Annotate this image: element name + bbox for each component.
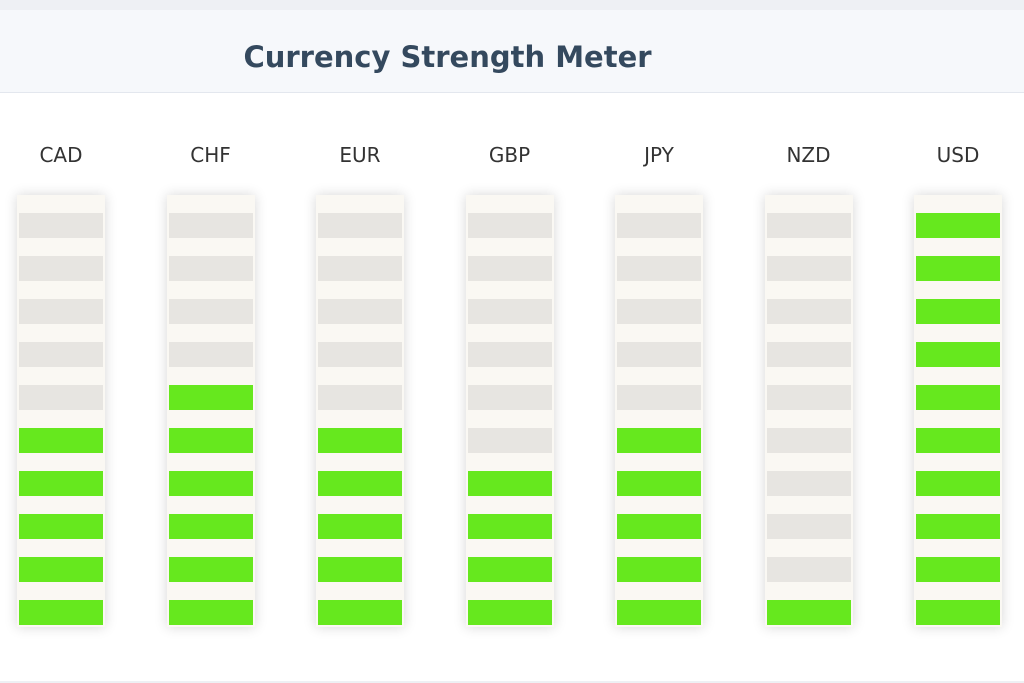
strength-segment-on — [19, 600, 103, 625]
strength-segment-off — [617, 256, 701, 281]
strength-segment-on — [318, 600, 402, 625]
strength-segment-off — [766, 299, 851, 324]
strength-segment-off — [467, 428, 552, 453]
strength-segment-off — [617, 342, 701, 367]
strength-bar — [17, 195, 105, 627]
strength-segment-off — [766, 471, 851, 496]
bottom-divider — [0, 681, 1024, 683]
strength-segment-on — [617, 514, 701, 539]
strength-segment-off — [766, 213, 851, 238]
strength-segment-off — [19, 213, 103, 238]
strength-segment-on — [467, 557, 552, 582]
strength-segment-on — [916, 299, 1000, 324]
strength-segment-on — [617, 557, 701, 582]
strength-segment-on — [766, 600, 851, 625]
strength-segment-on — [168, 471, 253, 496]
meter-column-nzd: NZD — [749, 93, 869, 681]
strength-segment-on — [467, 600, 552, 625]
strength-segment-on — [916, 256, 1000, 281]
strength-segment-on — [19, 428, 103, 453]
top-strip — [0, 0, 1024, 10]
strength-segment-off — [19, 342, 103, 367]
strength-segment-off — [467, 213, 552, 238]
strength-segment-on — [916, 471, 1000, 496]
strength-segment-off — [766, 514, 851, 539]
strength-segment-off — [168, 299, 253, 324]
strength-segment-off — [19, 385, 103, 410]
strength-segment-off — [766, 385, 851, 410]
strength-segment-on — [168, 600, 253, 625]
strength-segment-off — [318, 299, 402, 324]
strength-segment-off — [467, 299, 552, 324]
strength-segment-on — [318, 471, 402, 496]
strength-segment-off — [467, 256, 552, 281]
strength-segment-on — [318, 514, 402, 539]
strength-segment-off — [19, 299, 103, 324]
strength-segment-on — [168, 428, 253, 453]
strength-segment-off — [467, 342, 552, 367]
strength-segment-on — [168, 514, 253, 539]
meter-column-cad: CAD — [1, 93, 121, 681]
strength-segment-on — [916, 557, 1000, 582]
strength-segment-on — [318, 428, 402, 453]
strength-segment-off — [318, 385, 402, 410]
strength-bar — [914, 195, 1002, 627]
strength-segment-off — [318, 213, 402, 238]
strength-segment-on — [916, 514, 1000, 539]
meter-column-eur: EUR — [300, 93, 420, 681]
currency-label: CAD — [39, 143, 83, 167]
meter-column-chf: CHF — [151, 93, 271, 681]
strength-segment-on — [19, 471, 103, 496]
strength-segment-off — [168, 342, 253, 367]
strength-segment-off — [617, 299, 701, 324]
strength-segment-on — [916, 385, 1000, 410]
strength-bar — [465, 195, 554, 627]
strength-segment-on — [19, 514, 103, 539]
strength-segment-off — [766, 557, 851, 582]
meter-column-jpy: JPY — [599, 93, 719, 681]
strength-segment-off — [617, 213, 701, 238]
strength-segment-on — [617, 600, 701, 625]
strength-segment-on — [916, 342, 1000, 367]
strength-segment-on — [617, 471, 701, 496]
strength-segment-off — [19, 256, 103, 281]
strength-segment-on — [168, 557, 253, 582]
currency-label: EUR — [339, 143, 381, 167]
strength-segment-off — [318, 342, 402, 367]
strength-segment-on — [467, 471, 552, 496]
strength-segment-on — [916, 428, 1000, 453]
strength-segment-on — [617, 428, 701, 453]
strength-segment-off — [766, 256, 851, 281]
currency-label: JPY — [644, 143, 674, 167]
currency-label: GBP — [488, 143, 531, 167]
strength-segment-off — [467, 385, 552, 410]
strength-segment-on — [168, 385, 253, 410]
currency-label: CHF — [190, 143, 231, 167]
strength-segment-off — [766, 428, 851, 453]
strength-segment-off — [168, 256, 253, 281]
strength-bar — [615, 195, 703, 627]
strength-segment-off — [766, 342, 851, 367]
strength-bar — [316, 195, 404, 627]
strength-segment-on — [916, 600, 1000, 625]
meter-column-usd: USD — [898, 93, 1018, 681]
strength-segment-on — [19, 557, 103, 582]
strength-segment-on — [467, 514, 552, 539]
header: Currency Strength Meter — [0, 10, 1024, 93]
strength-segment-off — [168, 213, 253, 238]
strength-bar — [166, 195, 255, 627]
strength-meter: CAD CHF EUR GBP JPY NZD USD — [0, 93, 1024, 681]
meter-column-gbp: GBP — [450, 93, 570, 681]
currency-label: NZD — [786, 143, 831, 167]
page-title: Currency Strength Meter — [243, 40, 652, 74]
strength-segment-on — [318, 557, 402, 582]
strength-segment-on — [916, 213, 1000, 238]
strength-bar — [764, 195, 853, 627]
strength-segment-off — [318, 256, 402, 281]
currency-label: USD — [936, 143, 980, 167]
strength-segment-off — [617, 385, 701, 410]
